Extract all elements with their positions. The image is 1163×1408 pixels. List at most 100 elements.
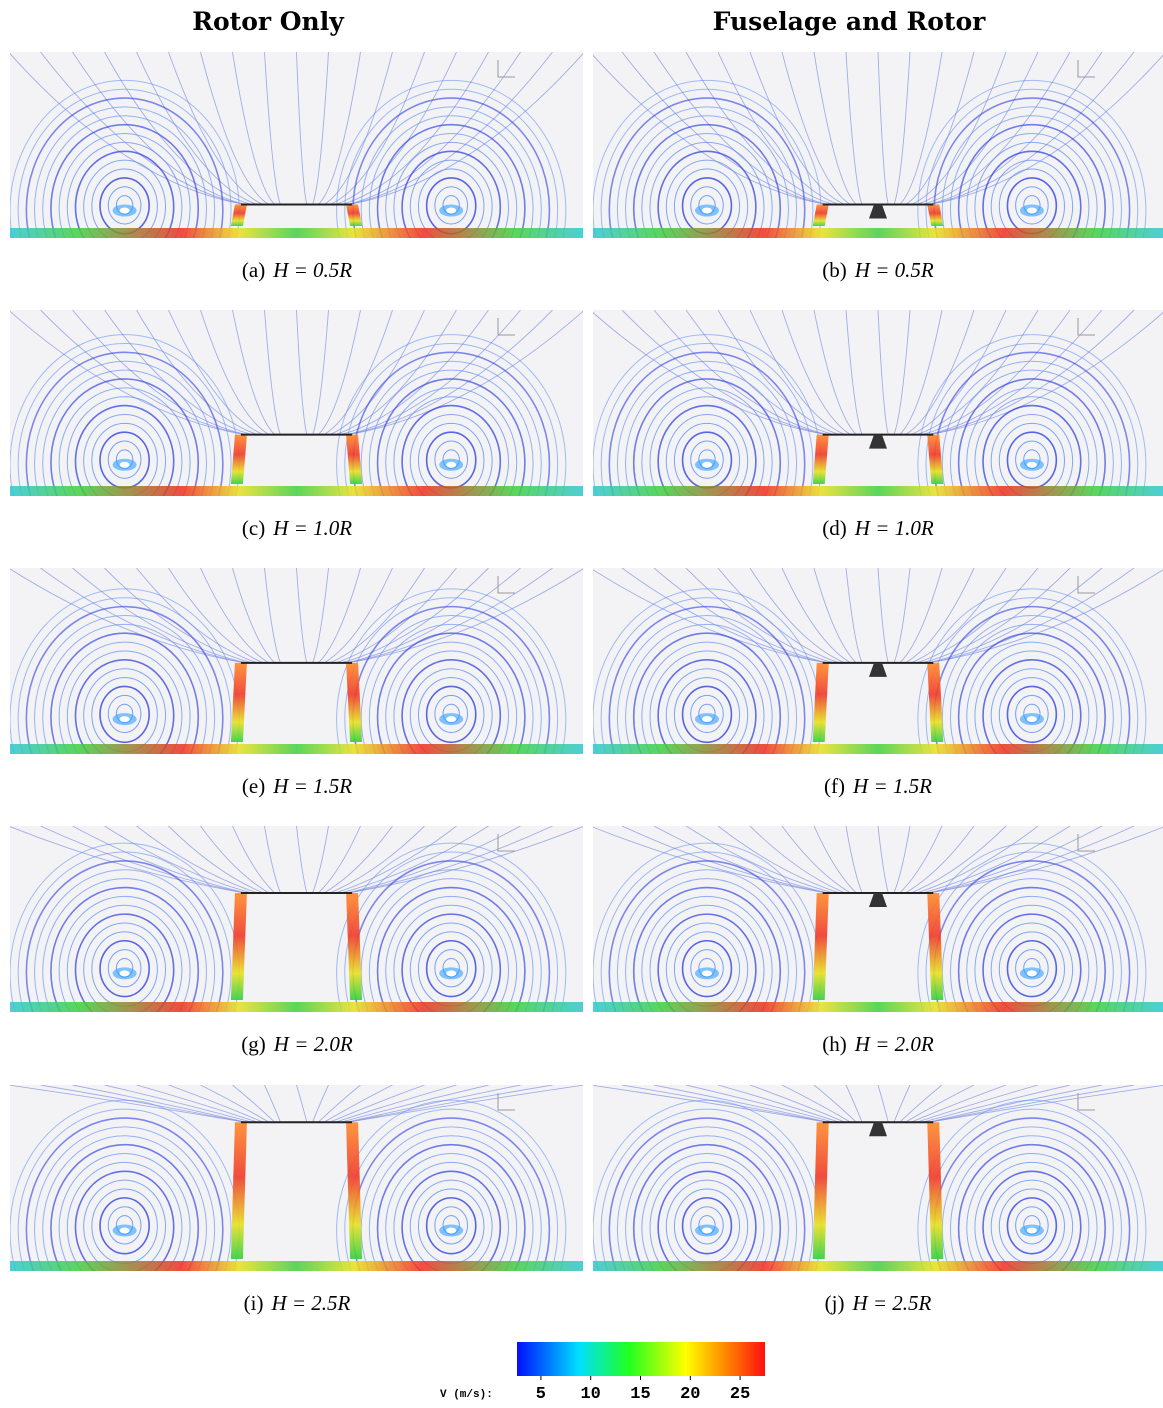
vortex-streamline [665,159,749,238]
streamline [922,826,1071,894]
vortex-streamline [673,168,741,238]
streamline [232,826,276,894]
vortex-streamline [673,422,741,496]
streamline [905,310,975,436]
vortex-streamline [336,1099,567,1271]
vortex-streamline [50,123,200,238]
vortex-streamline [957,1143,1106,1271]
vortex-streamline [409,1179,493,1271]
wake-jet [927,434,944,484]
streamline [717,826,840,894]
streamline [781,52,851,205]
vortex-streamline [91,422,158,496]
vortex-streamline [649,904,765,1012]
vortex-streamline [107,694,142,734]
vortex-streamline [99,1197,150,1255]
streamline [916,1085,1039,1123]
streamline [312,1085,329,1123]
vortex-streamline [368,115,534,238]
streamline [296,826,308,894]
streamline [232,52,276,205]
vortex-streamline [91,168,158,238]
vortex-streamline [344,343,559,496]
vortex-eye [1026,207,1037,214]
vortex-eye [1026,970,1037,977]
vortex-streamline [616,615,798,754]
streamline [72,826,247,894]
streamline [200,1085,270,1123]
panel-background [593,1085,1163,1271]
ground-jet [593,228,1163,238]
vortex-streamline [66,904,183,1012]
caption-tag: (b) [822,258,847,282]
vortex-eye [702,716,712,723]
vortex-streamline [66,141,183,238]
vortex-streamline [425,1197,477,1255]
caption: (i) H = 2.5R [244,1291,351,1315]
streamline [104,568,252,664]
vortex-eye [119,1227,130,1234]
colorbar-tick-label: 20 [680,1385,700,1404]
streamline [893,826,911,894]
fuselage [869,662,887,677]
panel-content [10,1085,583,1271]
vortex-streamline [974,396,1090,496]
streamline [72,310,247,436]
wake-jet [346,204,363,226]
vortex-eye [446,461,457,468]
vortex-streamline [649,1161,765,1271]
streamline [40,568,246,664]
streamline [905,568,975,664]
panel-background [10,310,583,496]
caption-tag: (g) [241,1032,266,1056]
vortex-streamline [957,378,1106,496]
panel-background [593,568,1163,754]
vortex-streamline [966,895,1098,1012]
vortex-streamline [632,123,782,238]
caption: (j) H = 2.5R [825,1291,932,1315]
streamline [813,568,857,664]
vortex-streamline [657,150,757,238]
vortex-streamline [990,159,1074,238]
streamline [329,568,425,664]
streamline [621,1085,827,1123]
vortex-streamline [690,440,724,479]
wake-jet [346,434,363,484]
vortex-streamline [393,904,509,1012]
vortex-streamline [376,378,526,496]
streamline [877,826,889,894]
vortex-streamline [608,97,806,238]
vortex-streamline [107,1206,142,1245]
vortex-streamline [632,632,782,754]
wake-jet [812,434,829,484]
vortex-streamline [83,159,167,238]
caption-tag: (c) [242,516,265,540]
vortex-streamline [368,623,534,754]
streamline [877,1085,889,1123]
streamline [910,568,1007,664]
streamline [317,568,361,664]
caption: (c) H = 1.0R [242,516,352,540]
vortex-eye [446,207,457,214]
vortex-streamline [990,413,1074,496]
axis-glyph [1077,834,1095,852]
streamline [347,52,553,205]
vortex-streamline [949,623,1114,754]
streamline [232,568,276,664]
streamline [136,1085,258,1123]
vortex-streamline [608,351,806,496]
vortex-streamline [665,1179,749,1271]
wake-jet [230,662,247,742]
vortex-streamline [600,343,814,496]
streamline [717,52,840,205]
streamline [929,1085,1163,1123]
streamline [845,1085,863,1123]
vortex-streamline [74,1170,175,1271]
streamline [168,826,264,894]
wake-jet [927,204,944,226]
vortex-streamline [625,878,789,1012]
streamline [264,826,281,894]
vortex-streamline [360,360,542,496]
streamline [200,310,270,436]
colorbar-tick-label: 10 [580,1385,600,1404]
